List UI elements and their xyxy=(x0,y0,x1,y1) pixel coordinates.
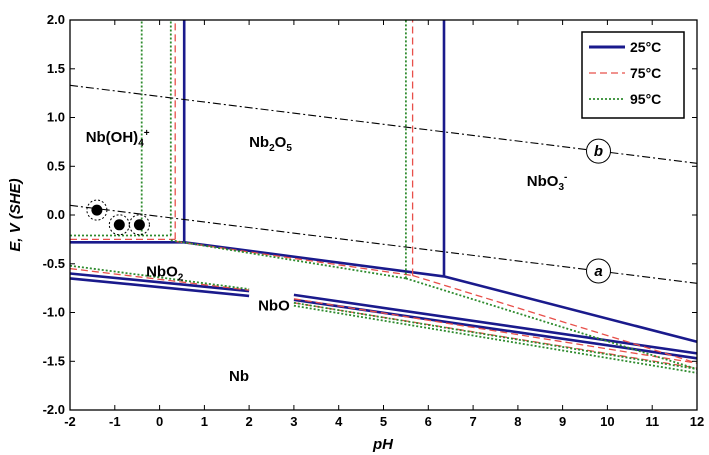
x-tick-label-13: 11 xyxy=(645,414,659,429)
series-3-segment-8 xyxy=(293,301,698,370)
x-tick-label-10: 8 xyxy=(514,414,521,429)
reference-line-b-label: b xyxy=(594,143,603,160)
x-tick-label-11: 9 xyxy=(559,414,566,429)
marker-1-halo xyxy=(86,199,108,221)
series-layer xyxy=(69,20,698,374)
region-labels-layer: Nb(OH)4+ Nb2O5 NbO3- NbO2 NbO Nb xyxy=(86,128,568,385)
series-1-segment-5 xyxy=(443,275,698,344)
series-3-segment-6 xyxy=(405,277,698,370)
x-tick-label-9: 7 xyxy=(469,414,476,429)
legend-label-2: 75°C xyxy=(630,65,661,81)
reference-line-a-circle xyxy=(586,258,611,284)
marker-3 xyxy=(133,219,145,231)
x-tick-label-2: 0 xyxy=(156,414,163,429)
region-label-4: NbO2 xyxy=(146,263,184,283)
reference-line-a-label: a xyxy=(594,263,602,280)
marker-2 xyxy=(113,219,125,231)
x-tick-label-8: 6 xyxy=(425,414,432,429)
markers-layer xyxy=(86,199,150,236)
x-tick-label-5: 3 xyxy=(290,414,297,429)
y-tick-label-1: 1.5 xyxy=(47,61,65,76)
x-tick-label-0: -2 xyxy=(64,414,76,429)
series-3-segment-9 xyxy=(293,304,698,374)
reference-line-a-left xyxy=(69,204,587,271)
y-tick-label-8: -2.0 xyxy=(43,402,65,417)
region-label-1: Nb(OH)4+ xyxy=(86,128,150,149)
region-label-3: NbO3- xyxy=(527,172,568,193)
series-2-segment-6 xyxy=(69,267,250,291)
legend-label-3: 95°C xyxy=(630,91,661,107)
x-tick-label-1: -1 xyxy=(109,414,121,429)
ticks-layer: -2 -1 0 1 2 3 4 5 6 7 8 9 10 11 122.01.51.00.50.0-0.5-… xyxy=(43,12,705,429)
legend: 25°C 75°C 95°C xyxy=(581,31,685,119)
series-2-segment-5 xyxy=(412,274,698,364)
x-tick-label-14: 12 xyxy=(690,414,704,429)
x-tick-label-3: 1 xyxy=(201,414,208,429)
reference-line-a-right xyxy=(610,271,698,284)
series-1-segment-6 xyxy=(69,272,250,293)
region-label-6: Nb xyxy=(229,368,249,385)
reference-line-b-right xyxy=(610,151,698,164)
x-tick-label-12: 10 xyxy=(600,414,614,429)
series-1-segment-8 xyxy=(293,293,698,355)
x-tick-label-4: 2 xyxy=(245,414,252,429)
legend-label-1: 25°C xyxy=(630,39,661,55)
y-axis-title: E, V (SHE) xyxy=(7,178,24,251)
y-tick-label-2: 1.0 xyxy=(47,110,65,125)
marker-1 xyxy=(91,204,103,216)
region-label-2: Nb2O5 xyxy=(249,134,292,154)
series-1-segment-7 xyxy=(69,277,250,298)
y-tick-label-0: 2.0 xyxy=(47,12,65,27)
reference-lines-layer: ba xyxy=(69,84,698,284)
y-tick-label-7: -1.5 xyxy=(43,353,65,368)
y-tick-label-4: 0.0 xyxy=(47,207,65,222)
series-3 xyxy=(69,20,698,374)
x-axis-title: pH xyxy=(372,436,394,453)
marker-2-halo xyxy=(108,214,130,236)
y-tick-label-6: -1.0 xyxy=(43,305,65,320)
region-label-5: NbO xyxy=(258,298,290,315)
x-tick-label-6: 4 xyxy=(335,414,343,429)
y-tick-label-5: -0.5 xyxy=(43,256,65,271)
marker-3-halo xyxy=(128,214,150,236)
reference-line-b-left xyxy=(69,84,587,151)
series-2-segment-7 xyxy=(293,298,698,364)
reference-line-b-circle xyxy=(586,138,611,164)
y-tick-label-3: 0.5 xyxy=(47,158,65,173)
series-1-segment-3 xyxy=(184,241,445,278)
x-tick-label-7: 5 xyxy=(380,414,387,429)
